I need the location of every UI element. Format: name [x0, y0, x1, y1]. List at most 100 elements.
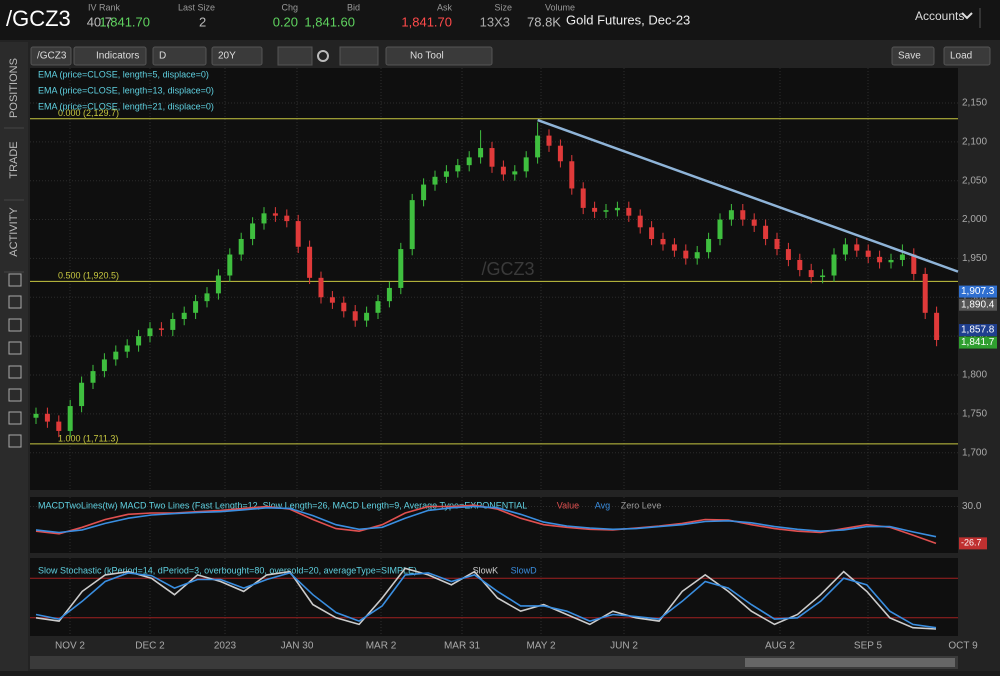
sidebar-icon[interactable] — [8, 411, 22, 425]
candle-body — [113, 351, 119, 360]
candle-body — [603, 210, 609, 212]
sidebar-icon[interactable] — [8, 388, 22, 402]
load[interactable]: Load — [950, 51, 972, 62]
candle-body — [911, 254, 917, 274]
toolbar-symbol[interactable]: /GCZ3 — [37, 51, 67, 62]
toolbar-symbol-box[interactable] — [30, 46, 72, 66]
legend-entry: EMA (price=CLOSE, length=13, displace=0) — [38, 85, 214, 95]
candle-body — [660, 238, 666, 245]
candle-body — [101, 359, 107, 372]
candle-body — [478, 148, 484, 158]
candle-body — [238, 238, 244, 255]
tool[interactable]: No Tool — [410, 51, 444, 62]
candle-body — [751, 219, 757, 226]
indicators-box[interactable] — [73, 46, 147, 66]
sidebar-icon[interactable] — [8, 273, 22, 287]
candle-body — [318, 277, 324, 298]
candle-body — [717, 219, 723, 239]
candle-body — [557, 145, 563, 162]
price-box-label: 1,907.3 — [961, 286, 995, 297]
price-box — [959, 336, 997, 349]
candle-body — [272, 213, 278, 216]
drawings-btn[interactable] — [277, 46, 313, 66]
legend-entry: Avg — [595, 500, 610, 510]
stat-label: Bid — [347, 2, 360, 12]
candle-body — [67, 406, 73, 431]
candle-body — [409, 200, 415, 250]
legend-entry: Zero Leve — [621, 500, 662, 510]
sidebar-icon[interactable] — [8, 318, 22, 332]
price-box-label: 1,857.8 — [961, 325, 995, 336]
header-bar — [0, 0, 1000, 40]
stat-label: IV Rank — [88, 2, 121, 12]
y-tick-label: 2,100 — [962, 136, 987, 147]
sidebar-icon[interactable] — [8, 341, 22, 355]
candle-body — [592, 207, 598, 212]
sidebar-icon[interactable] — [8, 295, 22, 309]
settings-icon[interactable] — [317, 50, 329, 62]
sidebar-tab[interactable]: TRADE — [8, 141, 20, 178]
stat-label: Ask — [437, 2, 453, 12]
save-box[interactable] — [891, 46, 935, 66]
candle-body — [443, 171, 449, 177]
candle-body — [877, 256, 883, 263]
stat-value: 1,841.70 — [401, 14, 452, 29]
fib-label: 1.000 (1,711.3) — [58, 433, 118, 443]
period-box[interactable] — [152, 46, 207, 66]
candle-body — [626, 207, 632, 216]
candle-body — [466, 157, 472, 166]
legend-entry: SlowD — [511, 565, 538, 575]
candle-body — [683, 250, 689, 259]
accounts[interactable]: Accounts — [915, 9, 964, 23]
x-tick-label: OCT 9 — [948, 641, 978, 652]
x-tick-label: JAN 30 — [281, 641, 314, 652]
candle-body — [569, 161, 575, 189]
candle-body — [295, 221, 301, 247]
range[interactable]: 20Y — [218, 51, 236, 62]
indicators[interactable]: Indicators — [96, 51, 139, 62]
x-tick-label: 2023 — [214, 641, 237, 652]
sidebar-icon[interactable] — [8, 365, 22, 379]
candle-body — [922, 273, 928, 313]
style-btn[interactable] — [339, 46, 379, 66]
candle-body — [33, 413, 39, 418]
legend-entry: EMA (price=CLOSE, length=5, displace=0) — [38, 69, 209, 79]
candle-body — [307, 246, 313, 278]
candle-body — [329, 297, 335, 303]
panel-title: MACDTwoLines(tw) MACD Two Lines (Fast Le… — [38, 500, 527, 510]
candle-body — [136, 336, 142, 346]
stat-label: Size — [494, 2, 512, 12]
candle-body — [614, 207, 620, 211]
candle-body — [797, 259, 803, 271]
price-box — [959, 285, 997, 298]
panel-title: Slow Stochastic (kPeriod=14, dPeriod=3, … — [38, 565, 417, 575]
candle-body — [820, 275, 826, 278]
sidebar-tab[interactable]: POSITIONS — [8, 58, 20, 118]
candle-body — [215, 275, 221, 294]
x-tick-label: SEP 5 — [854, 641, 883, 652]
save[interactable]: Save — [898, 51, 921, 62]
scrollbar[interactable] — [30, 656, 958, 669]
sidebar-tab[interactable]: ACTIVITY — [8, 207, 20, 257]
y-tick-label: 2,150 — [962, 98, 987, 109]
candle-body — [728, 210, 734, 220]
candle-body — [706, 238, 712, 253]
load-box[interactable] — [943, 46, 991, 66]
stat-value: 1,841.70 — [99, 14, 150, 29]
period[interactable]: D — [159, 51, 166, 62]
range-box[interactable] — [211, 46, 263, 66]
candle-body — [808, 270, 814, 278]
y-tick-label: 1,750 — [962, 408, 987, 419]
sidebar-icon[interactable] — [8, 434, 22, 448]
tool-box[interactable] — [385, 46, 493, 66]
candle-body — [934, 312, 940, 341]
stat-extra: 2 — [199, 14, 206, 29]
candle-body — [193, 301, 199, 313]
candle-body — [386, 287, 392, 302]
candle-body — [500, 166, 506, 175]
stat-value: 40.7 — [87, 14, 112, 29]
fib-label: 0.000 (2,129.7) — [58, 108, 119, 118]
candle-body — [763, 225, 769, 239]
scroll-thumb[interactable] — [745, 658, 955, 667]
